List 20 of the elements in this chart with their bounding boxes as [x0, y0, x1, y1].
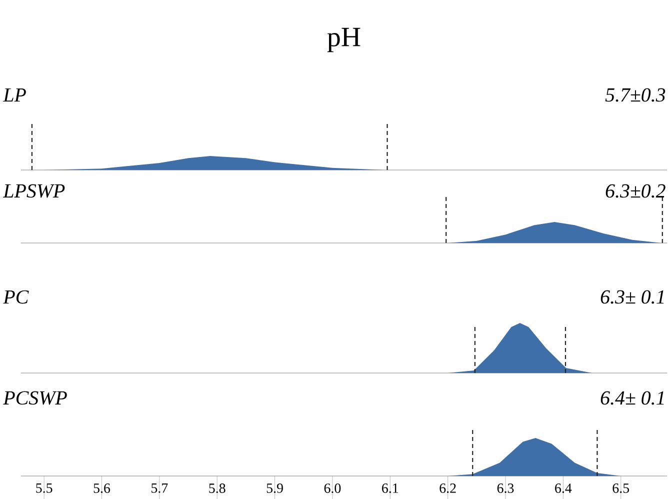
x-tick-label: 5.9: [266, 484, 283, 493]
x-tick-label: 6.5: [612, 484, 630, 493]
x-tick-label: 5.7: [152, 484, 168, 493]
text: 6.4± 0.1: [600, 391, 664, 405]
text: 6.3± 0.1: [600, 290, 664, 304]
text: LP: [2, 88, 26, 102]
x-tick-label: 5.8: [209, 484, 226, 493]
x-tick-label: 6.1: [382, 484, 398, 493]
text: 6.3±0.2: [606, 184, 666, 198]
chart-title: pH: [327, 28, 360, 52]
x-tick-label: 6.4: [555, 484, 572, 493]
x-tick-label: 5.6: [94, 484, 110, 493]
x-tick-label: 5.5: [36, 484, 52, 493]
text: PCSWP: [3, 391, 67, 405]
text: PC: [3, 290, 29, 304]
text: 5.7±0.3: [605, 88, 666, 102]
x-tick-label: 6.2: [440, 484, 456, 493]
x-tick-label: 6.0: [324, 484, 341, 493]
text: LPSWP: [2, 184, 65, 198]
x-tick-label: 6.3: [497, 484, 514, 493]
